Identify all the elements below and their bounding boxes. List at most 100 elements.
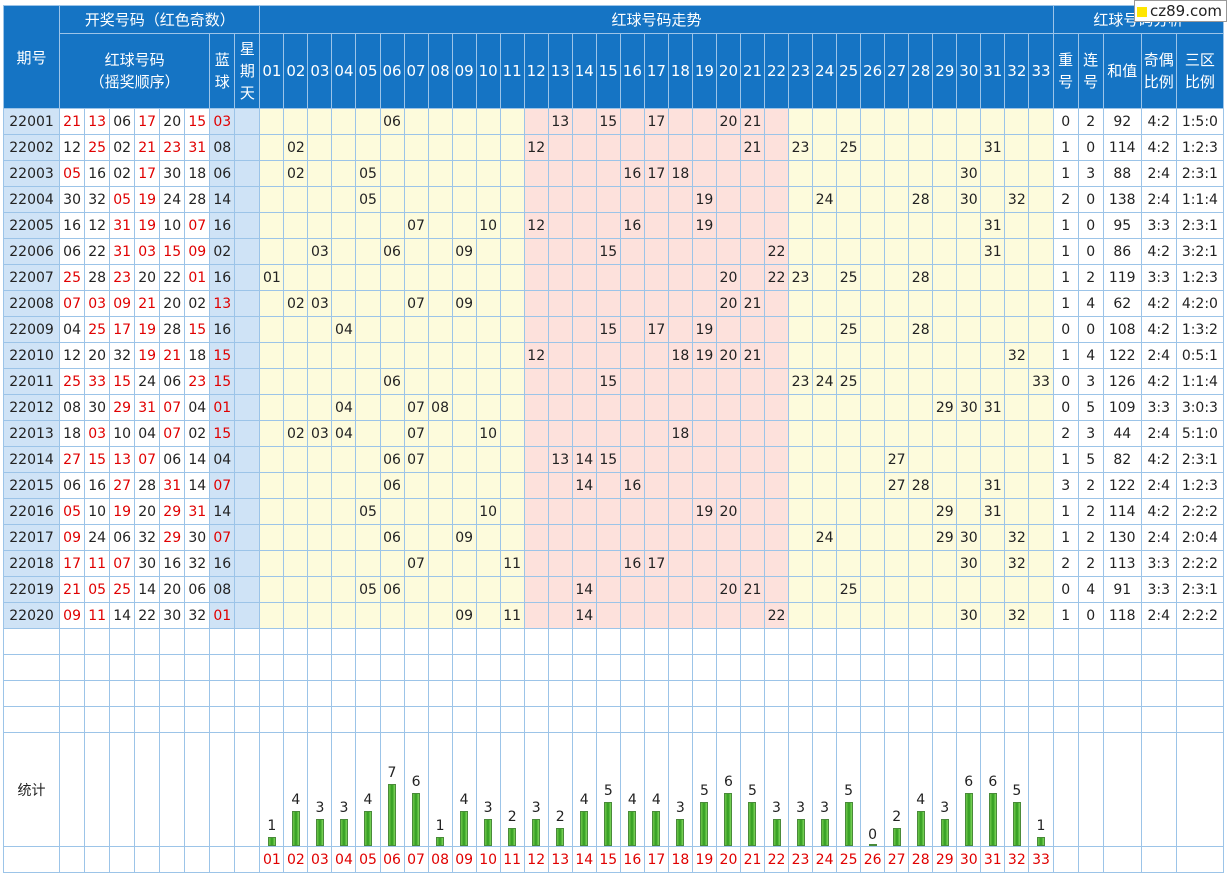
trend-hit-30: 30	[956, 186, 982, 213]
empty-cell	[523, 628, 549, 655]
red-ball-cell: 11	[84, 550, 111, 577]
stat-bar-cell-28: 4	[908, 732, 934, 847]
footer-number-25: 25	[836, 846, 862, 873]
odd-even-cell: 3:3	[1140, 212, 1177, 239]
trend-cell-13	[547, 342, 573, 369]
trend-hit-04: 04	[331, 394, 357, 421]
sum-cell: 86	[1102, 238, 1142, 265]
trend-cell-09	[451, 550, 477, 577]
trend-hit-03: 03	[307, 238, 333, 265]
draw-row: 22003 05 16 02 17 30 18 06 02 05 16 17 18 30 1 3 88 2:4 2:…	[2, 160, 1225, 187]
trend-hit-13: 13	[547, 108, 573, 135]
trend-cell-26	[860, 316, 886, 343]
empty-cell	[355, 654, 381, 681]
trend-cell-29	[932, 238, 958, 265]
empty-cell	[619, 706, 645, 733]
blue-ball-cell: 08	[209, 134, 236, 161]
weekday-cell	[234, 550, 261, 577]
trend-cell-17	[643, 264, 669, 291]
repeat-count-cell: 1	[1052, 446, 1079, 473]
trend-cell-05	[355, 420, 381, 447]
trend-hit-09: 09	[451, 524, 477, 551]
trend-cell-09	[451, 368, 477, 395]
trend-cell-07	[403, 238, 429, 265]
frequency-value: 6	[411, 774, 421, 790]
red-ball-cell: 07	[159, 394, 186, 421]
period-cell: 22005	[2, 212, 61, 239]
draw-row: 22007 25 28 23 20 22 01 16 01 20 22 23 25 28 1 2 119 3:3 1…	[2, 264, 1225, 291]
red-ball-cell: 02	[184, 420, 211, 447]
trend-cell-18	[667, 238, 693, 265]
period-cell: 22008	[2, 290, 61, 317]
trend-hit-07: 07	[403, 446, 429, 473]
trend-cell-16	[619, 108, 645, 135]
frequency-bar	[556, 828, 565, 846]
footer-number-05: 05	[355, 846, 381, 873]
stat-bar-wrap: 2	[501, 736, 523, 846]
footer-number-17: 17	[643, 846, 669, 873]
trend-cell-22	[763, 212, 790, 239]
trend-cell-31	[980, 290, 1006, 317]
odd-even-cell: 2:4	[1140, 186, 1177, 213]
blue-ball-cell: 01	[209, 602, 236, 629]
empty-cell	[209, 628, 236, 655]
trend-hit-10: 10	[475, 498, 501, 525]
empty-cell	[475, 706, 501, 733]
trend-cell-16	[619, 394, 645, 421]
frequency-bar	[652, 811, 661, 846]
footer-number-09: 09	[451, 846, 477, 873]
trend-cell-01	[259, 134, 285, 161]
trend-hit-30: 30	[956, 550, 982, 577]
empty-cell	[451, 706, 477, 733]
footer-empty-cell	[234, 846, 261, 873]
red-ball-cell: 19	[134, 186, 161, 213]
trend-cell-03	[307, 576, 333, 603]
frequency-value: 3	[772, 800, 781, 816]
header-number-31: 31	[980, 33, 1006, 109]
consecutive-count-cell: 2	[1077, 524, 1104, 551]
trend-cell-22	[763, 134, 790, 161]
trend-hit-19: 19	[691, 186, 717, 213]
empty-cell	[84, 654, 111, 681]
footer-empty-cell	[184, 846, 211, 873]
trend-cell-12	[523, 238, 549, 265]
trend-cell-04	[331, 212, 357, 239]
trend-hit-28: 28	[908, 316, 934, 343]
trend-cell-03	[307, 602, 333, 629]
trend-hit-03: 03	[307, 420, 333, 447]
trend-cell-16	[619, 264, 645, 291]
trend-cell-29	[932, 160, 958, 187]
trend-hit-25: 25	[836, 264, 862, 291]
trend-cell-24	[812, 472, 838, 499]
trend-cell-17	[643, 498, 669, 525]
repeat-count-cell: 0	[1052, 576, 1079, 603]
draw-row: 22009 04 25 17 19 28 15 16 04 15 17 19 25 28 0 0 108 4:2 1…	[2, 316, 1225, 343]
trend-cell-07	[403, 342, 429, 369]
trend-cell-19	[691, 368, 717, 395]
stat-bar-cell-19: 5	[691, 732, 717, 847]
empty-cell	[908, 680, 934, 707]
frequency-value: 6	[964, 774, 974, 790]
red-ball-cell: 06	[184, 576, 211, 603]
trend-cell-21	[739, 238, 766, 265]
trend-hit-05: 05	[355, 186, 381, 213]
trend-hit-31: 31	[980, 394, 1006, 421]
stat-bar-cell-25: 5	[836, 732, 862, 847]
empty-cell	[331, 706, 357, 733]
consecutive-count-cell: 3	[1077, 368, 1104, 395]
red-ball-cell: 25	[59, 264, 86, 291]
trend-hit-16: 16	[619, 550, 645, 577]
trend-cell-04	[331, 186, 357, 213]
empty-cell	[763, 628, 790, 655]
trend-cell-03	[307, 212, 333, 239]
red-ball-cell: 33	[84, 368, 111, 395]
trend-cell-16	[619, 576, 645, 603]
frequency-bar	[484, 819, 493, 846]
empty-cell	[1077, 654, 1104, 681]
red-ball-cell: 16	[59, 212, 86, 239]
red-ball-cell: 17	[134, 160, 161, 187]
header-number-05: 05	[355, 33, 381, 109]
trend-cell-21	[739, 472, 766, 499]
weekday-cell	[234, 602, 261, 629]
trend-cell-16	[619, 134, 645, 161]
